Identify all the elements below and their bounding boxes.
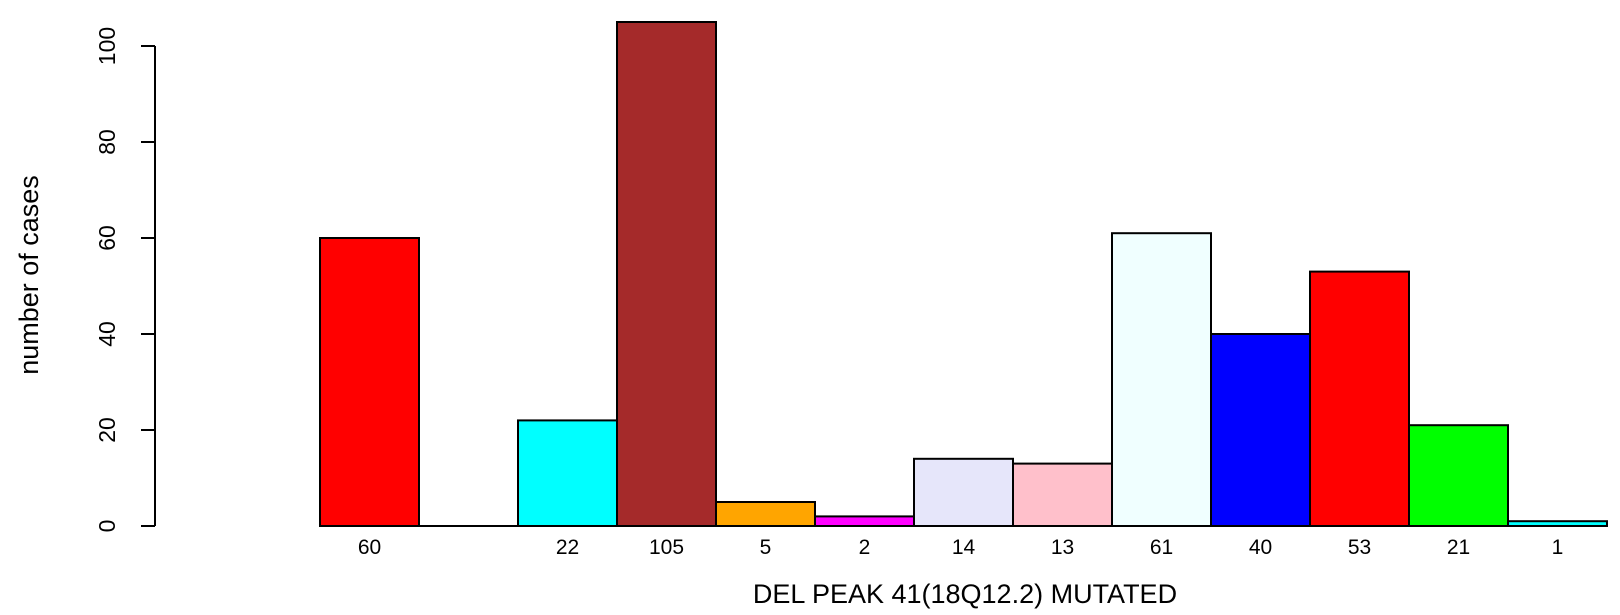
bar-label: 14 [952, 536, 976, 559]
bar-label: 60 [358, 536, 381, 559]
bar-label: 1 [1552, 536, 1564, 559]
bar [715, 501, 816, 527]
bar [319, 237, 420, 527]
bar-label: 22 [556, 536, 579, 559]
y-tick-label: 20 [94, 417, 120, 443]
bar [1309, 270, 1410, 527]
bar-label: 13 [1051, 536, 1074, 559]
bar [1012, 462, 1113, 528]
x-axis-title: DEL PEAK 41(18Q12.2) MUTATED [753, 579, 1177, 609]
bar-label: 53 [1348, 536, 1371, 559]
bar-label: 5 [760, 536, 772, 559]
bar-labels: 60 22 105 5 2 14 13 61 40 53 21 1 [358, 536, 1564, 559]
bars [319, 21, 1608, 528]
y-tick-label: 40 [94, 321, 120, 347]
bar [913, 457, 1014, 527]
bar [1111, 232, 1212, 527]
y-tick-label: 60 [94, 225, 120, 251]
bar-label: 105 [649, 536, 684, 559]
y-tick-label: 0 [94, 520, 120, 533]
bar [517, 419, 618, 527]
bar-label: 2 [859, 536, 871, 559]
bar [814, 515, 915, 528]
bar-label: 40 [1249, 536, 1272, 559]
y-axis-title: number of cases [14, 175, 44, 375]
bar [1408, 424, 1509, 528]
y-axis: 0 20 40 60 80 100 [94, 27, 156, 533]
y-tick-label: 80 [94, 129, 120, 155]
bar [1210, 333, 1311, 527]
bar [1507, 520, 1608, 528]
bar-label: 61 [1150, 536, 1173, 559]
bar-label: 21 [1447, 536, 1470, 559]
y-tick-label: 100 [94, 27, 120, 65]
bar [616, 21, 717, 527]
